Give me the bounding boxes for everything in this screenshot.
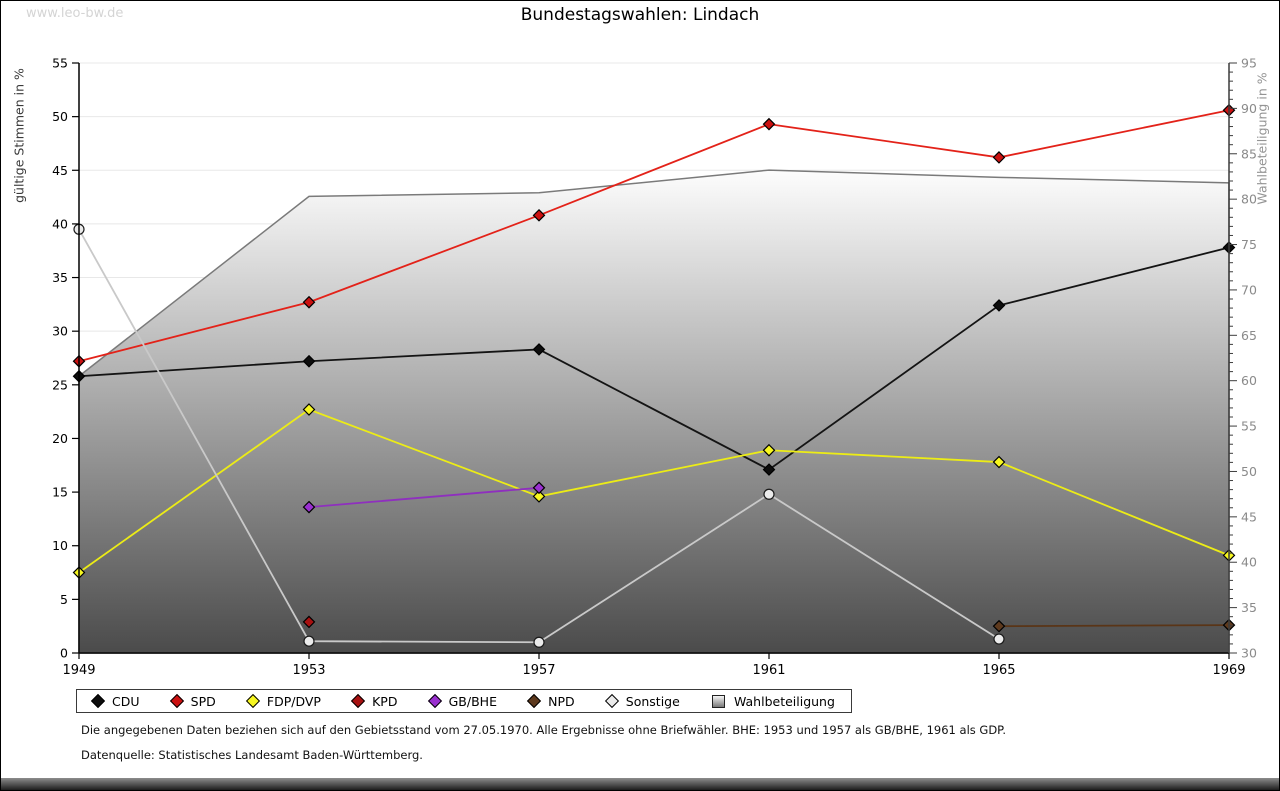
legend-item-wahlbeteiligung: Wahlbeteiligung <box>711 693 835 709</box>
data-point <box>302 295 316 309</box>
legend-label: Sonstige <box>625 693 680 709</box>
svg-text:60: 60 <box>1241 373 1257 388</box>
right-axis: 30 35 40 45 50 55 60 65 70 75 80 85 90 95 <box>1228 56 1257 661</box>
legend-square-marker <box>711 694 725 708</box>
svg-text:85: 85 <box>1241 146 1257 161</box>
data-point <box>532 208 546 222</box>
data-point <box>993 633 1005 645</box>
data-point <box>533 636 545 648</box>
legend-label: GB/BHE <box>448 693 497 709</box>
series-cdu <box>72 241 1236 476</box>
bottom-edge-bar <box>1 778 1279 790</box>
svg-text:25: 25 <box>52 377 68 392</box>
data-point <box>303 635 315 647</box>
footnote-datenquelle: Datenquelle: Statistisches Landesamt Bad… <box>81 748 423 762</box>
data-point <box>302 500 316 514</box>
series-kpd <box>302 615 316 629</box>
series-gb-bhe <box>302 481 546 514</box>
svg-text:40: 40 <box>1241 555 1257 570</box>
svg-text:5: 5 <box>60 592 68 607</box>
data-point <box>532 490 546 503</box>
svg-text:1949: 1949 <box>62 663 95 678</box>
data-point <box>302 615 316 629</box>
data-point <box>992 455 1006 469</box>
legend-item-cdu: CDU <box>90 693 140 709</box>
svg-text:50: 50 <box>52 109 68 124</box>
legend: CDU SPD FDP/DVP KPD GB/BHE NPD Sonstige Wahlbet… <box>76 689 852 713</box>
svg-text:1969: 1969 <box>1212 663 1245 678</box>
watermark: www.leo-bw.de <box>26 6 124 21</box>
svg-text:70: 70 <box>1241 282 1257 297</box>
svg-text:45: 45 <box>1241 509 1257 524</box>
legend-label: NPD <box>548 693 575 709</box>
svg-text:50: 50 <box>1241 464 1257 479</box>
legend-diamond-marker <box>351 693 366 709</box>
svg-text:65: 65 <box>1241 328 1257 343</box>
series-sonstige <box>73 223 1005 648</box>
svg-text:20: 20 <box>52 431 68 446</box>
data-point <box>302 403 316 416</box>
right-axis-title: Wahlbeteiligung in % <box>1254 72 1270 205</box>
svg-text:75: 75 <box>1241 237 1257 252</box>
legend-label: Wahlbeteiligung <box>733 693 835 709</box>
legend-diamond-marker <box>90 693 106 709</box>
data-point <box>992 619 1006 633</box>
legend-item-fdp-dvp: FDP/DVP <box>245 693 321 709</box>
legend-label: KPD <box>372 693 398 709</box>
svg-text:1965: 1965 <box>982 663 1015 678</box>
legend-label: SPD <box>190 693 216 709</box>
data-point <box>992 299 1006 312</box>
legend-item-gb-bhe: GB/BHE <box>427 693 497 709</box>
svg-text:1957: 1957 <box>522 663 555 678</box>
legend-item-sonstige: Sonstige <box>604 693 680 709</box>
legend-item-npd: NPD <box>527 693 575 709</box>
svg-text:1953: 1953 <box>292 663 325 678</box>
legend-label: FDP/DVP <box>266 693 321 709</box>
svg-text:55: 55 <box>52 56 68 71</box>
svg-text:35: 35 <box>52 270 68 285</box>
legend-diamond-marker <box>427 693 442 709</box>
series-fdp-dvp <box>72 403 1236 579</box>
svg-text:45: 45 <box>52 163 68 178</box>
data-point <box>762 443 776 457</box>
legend-diamond-marker <box>169 693 184 709</box>
x-axis: 1949 1953 1957 1961 1965 1969 <box>62 652 1246 678</box>
legend-diamond-marker <box>245 693 260 709</box>
legend-item-kpd: KPD <box>351 693 398 709</box>
left-axis: 0 5 10 15 20 25 30 35 40 45 50 55 <box>52 56 80 661</box>
svg-text:15: 15 <box>52 485 68 500</box>
svg-text:30: 30 <box>1241 646 1257 661</box>
footnote-gebietsstand: Die angegebenen Daten beziehen sich auf … <box>81 723 1006 737</box>
data-point <box>532 343 546 356</box>
svg-text:1961: 1961 <box>752 663 785 678</box>
data-point <box>762 463 776 476</box>
page-title: Bundestagswahlen: Lindach <box>520 5 760 25</box>
left-axis-title: gültige Stimmen in % <box>11 68 27 203</box>
svg-text:95: 95 <box>1241 56 1257 71</box>
legend-item-spd: SPD <box>169 693 216 709</box>
legend-label: CDU <box>112 693 140 709</box>
svg-text:55: 55 <box>1241 419 1257 434</box>
legend-diamond-marker <box>604 693 619 709</box>
data-point <box>302 354 316 368</box>
svg-text:10: 10 <box>52 538 68 553</box>
svg-text:40: 40 <box>52 216 68 231</box>
svg-text:80: 80 <box>1241 192 1257 207</box>
wahlbeteiligung-area <box>78 169 1230 654</box>
svg-text:35: 35 <box>1241 600 1257 615</box>
svg-text:0: 0 <box>60 646 68 661</box>
data-point <box>762 117 776 131</box>
data-point <box>992 151 1006 164</box>
svg-text:90: 90 <box>1241 101 1257 116</box>
data-point <box>532 481 546 495</box>
data-point <box>763 488 775 500</box>
svg-text:30: 30 <box>52 324 68 339</box>
legend-diamond-marker <box>527 693 542 709</box>
